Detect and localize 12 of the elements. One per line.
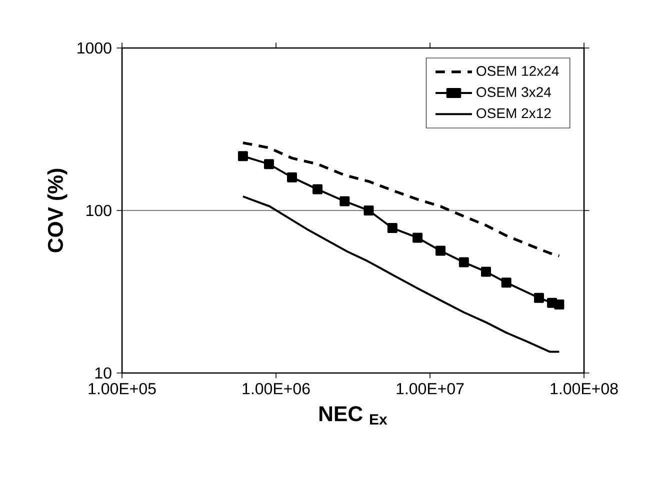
legend-label: OSEM 3x24 bbox=[476, 87, 551, 98]
y-axis-title: COV (%) bbox=[47, 168, 68, 252]
legend-label: OSEM 2x12 bbox=[476, 108, 551, 118]
x-tick-label: 1.00E+06 bbox=[242, 383, 310, 394]
legend-label: OSEM 12x24 bbox=[476, 66, 559, 76]
x-tick-label: 1.00E+05 bbox=[88, 383, 156, 394]
y-tick-label: 100 bbox=[86, 204, 112, 216]
x-tick-label: 1.00E+08 bbox=[550, 383, 618, 394]
y-tick-label: 1000 bbox=[78, 42, 112, 54]
y-tick-label: 10 bbox=[95, 367, 112, 379]
x-axis-title: NEC $_{Ex}$ bbox=[319, 406, 388, 425]
x-tick-label: 1.00E+07 bbox=[396, 383, 464, 394]
